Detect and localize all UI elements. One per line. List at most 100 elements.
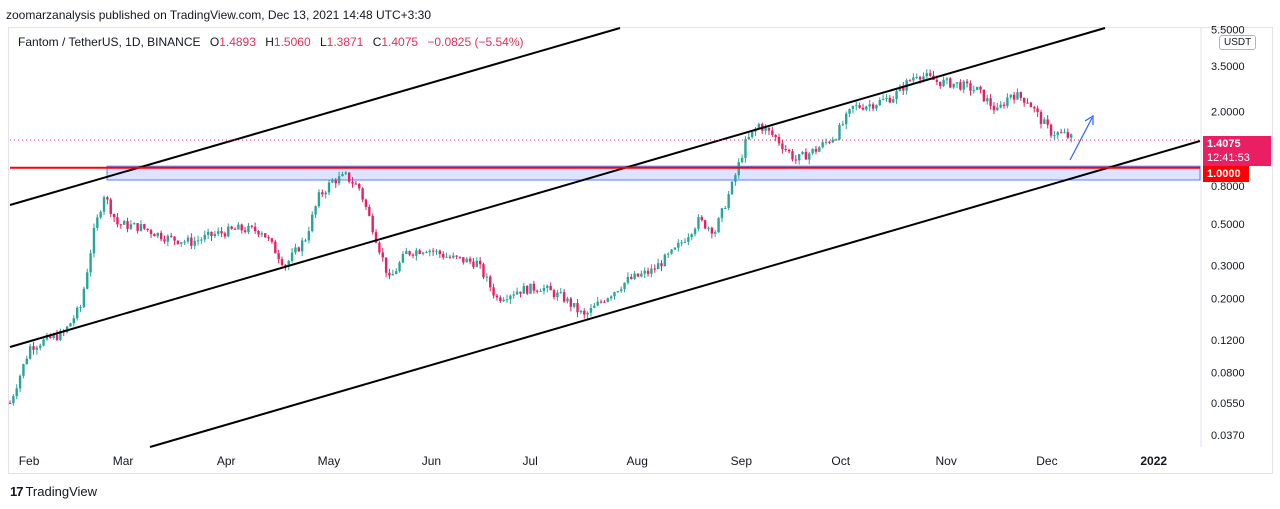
candle-body bbox=[767, 127, 771, 131]
candle-body bbox=[663, 254, 667, 267]
current-price-badge: 1.4075 12:41:53 bbox=[1203, 136, 1271, 166]
candle-body bbox=[814, 148, 818, 152]
candle-body bbox=[834, 139, 838, 141]
candle-body bbox=[794, 159, 798, 161]
y-tick-label: 0.2000 bbox=[1211, 293, 1245, 305]
candle-body bbox=[693, 228, 697, 235]
time-axis[interactable]: Feb Mar Apr May Jun Jul Aug Sep Oct Nov Dec 2022 bbox=[19, 454, 1168, 468]
candle-body bbox=[99, 211, 102, 218]
candle-body bbox=[119, 224, 123, 226]
candle-body bbox=[337, 176, 341, 184]
candle-body bbox=[529, 283, 532, 294]
candle-body bbox=[576, 303, 579, 313]
candle-body bbox=[640, 273, 643, 277]
candle-body bbox=[667, 253, 670, 255]
candle-body bbox=[1063, 132, 1066, 134]
candle-body bbox=[139, 224, 143, 231]
candle-body bbox=[992, 105, 996, 111]
candle-body bbox=[109, 199, 112, 215]
candle-body bbox=[210, 231, 213, 237]
price-axis[interactable]: 5.50003.50002.00001.00000.80000.50000.30… bbox=[1200, 24, 1245, 447]
candle-body bbox=[878, 99, 881, 106]
candle-body bbox=[1029, 102, 1033, 108]
candle-body bbox=[1049, 124, 1053, 136]
candle-body bbox=[304, 240, 307, 242]
candle-body bbox=[677, 243, 680, 248]
candle-body bbox=[193, 241, 196, 246]
candle-body bbox=[264, 233, 267, 238]
candle-body bbox=[1036, 108, 1039, 113]
candle-body bbox=[257, 231, 260, 235]
candle-body bbox=[831, 139, 834, 143]
bar-countdown: 12:41:53 bbox=[1207, 152, 1250, 164]
candle-body bbox=[297, 247, 301, 252]
drawings[interactable] bbox=[9, 27, 1201, 448]
candle-body bbox=[747, 137, 751, 140]
candle-body bbox=[935, 79, 939, 82]
candle-body bbox=[881, 98, 885, 100]
y-tick-label: 0.0550 bbox=[1211, 398, 1245, 410]
candle-body bbox=[771, 130, 774, 135]
candle-body bbox=[368, 206, 371, 216]
candle-body bbox=[102, 197, 106, 212]
candle-body bbox=[374, 232, 378, 243]
current-price-value: 1.4075 bbox=[1207, 138, 1241, 150]
candle-body bbox=[196, 240, 200, 242]
candle-body bbox=[519, 291, 522, 294]
currency-button[interactable]: USDT bbox=[1219, 35, 1257, 50]
candle-body bbox=[153, 233, 156, 237]
candle-body bbox=[465, 258, 468, 263]
candle-body bbox=[495, 295, 499, 298]
candle-body bbox=[415, 250, 418, 256]
candle-body bbox=[750, 131, 754, 138]
candle-body bbox=[606, 298, 609, 302]
candle-body bbox=[720, 208, 724, 219]
candle-body bbox=[871, 104, 875, 109]
candle-body bbox=[912, 77, 915, 81]
candle-body bbox=[808, 153, 811, 160]
candle-body bbox=[203, 234, 206, 240]
candle-body bbox=[650, 268, 653, 274]
candle-body bbox=[25, 358, 28, 365]
candle-body bbox=[69, 323, 72, 327]
y-tick-label: 5.5000 bbox=[1211, 24, 1245, 36]
candle-body bbox=[1006, 97, 1009, 106]
candle-body bbox=[267, 237, 270, 239]
candle-body bbox=[42, 339, 45, 346]
publish-info: zoomarzanalysis published on TradingView… bbox=[6, 8, 432, 22]
candle-body bbox=[22, 364, 25, 376]
candle-body bbox=[398, 262, 401, 272]
y-tick-label: 0.0370 bbox=[1211, 430, 1245, 442]
tradingview-brand[interactable]: 17 TradingView bbox=[10, 484, 97, 499]
candle-body bbox=[844, 113, 848, 125]
candle-body bbox=[861, 107, 865, 110]
candle-body bbox=[482, 264, 485, 278]
x-tick-label: 2022 bbox=[1140, 454, 1167, 468]
candle-body bbox=[327, 182, 331, 193]
candle-body bbox=[727, 194, 730, 209]
candle-body bbox=[824, 141, 828, 143]
chart-frame bbox=[8, 27, 1273, 474]
candle-body bbox=[646, 270, 650, 274]
candle-body bbox=[1053, 135, 1056, 137]
candle-body bbox=[559, 292, 562, 294]
candle-body bbox=[1012, 94, 1016, 100]
candle-body bbox=[579, 310, 583, 313]
candle-body bbox=[475, 260, 478, 267]
candle-body bbox=[200, 239, 203, 241]
candle-body bbox=[421, 252, 425, 254]
candle-body bbox=[28, 346, 32, 359]
candle-body bbox=[908, 80, 912, 82]
candle-body bbox=[972, 89, 976, 91]
support-zone[interactable] bbox=[106, 165, 1201, 181]
candle-body bbox=[133, 223, 136, 225]
candle-body bbox=[515, 291, 519, 295]
candle-body bbox=[149, 230, 153, 234]
candle-body bbox=[106, 197, 109, 200]
candle-body bbox=[703, 220, 707, 229]
candle-body bbox=[996, 107, 999, 111]
candle-body bbox=[72, 318, 76, 324]
symbol-legend: Fantom / TetherUS, 1D, BINANCE O1.4893 H… bbox=[18, 35, 524, 49]
candle-body bbox=[714, 232, 717, 234]
